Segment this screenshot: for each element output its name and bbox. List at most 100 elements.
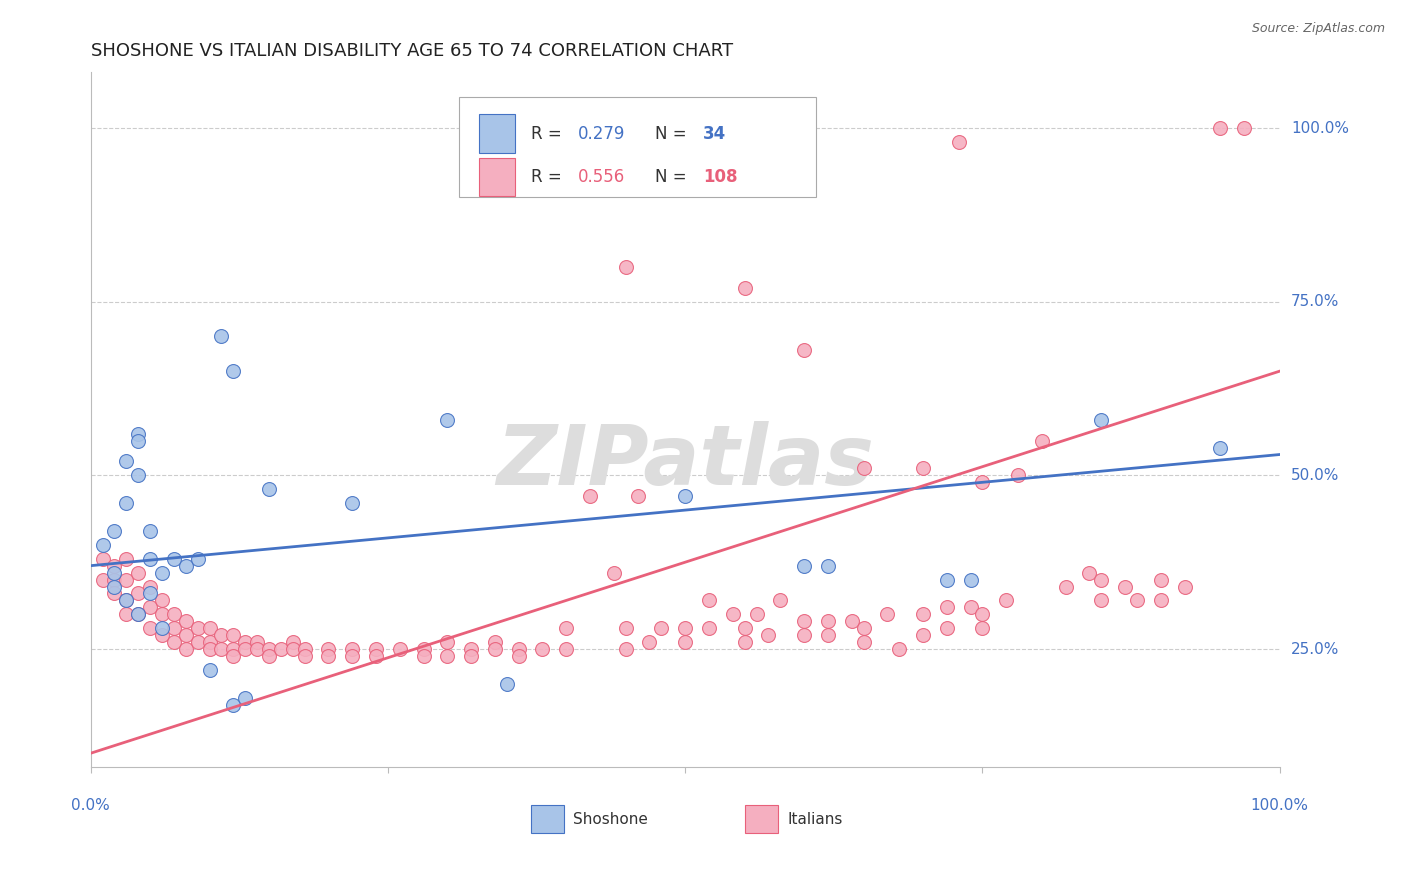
Point	[103, 580, 125, 594]
Point	[412, 642, 434, 657]
Point	[150, 628, 173, 642]
Point	[139, 600, 162, 615]
Text: R =: R =	[530, 168, 567, 186]
Point	[150, 607, 173, 622]
Point	[139, 551, 162, 566]
Point	[911, 607, 934, 622]
Text: N =: N =	[655, 125, 692, 143]
Point	[115, 607, 138, 622]
Point	[342, 648, 364, 663]
Point	[103, 566, 125, 580]
Point	[150, 593, 173, 607]
Text: SHOSHONE VS ITALIAN DISABILITY AGE 65 TO 74 CORRELATION CHART: SHOSHONE VS ITALIAN DISABILITY AGE 65 TO…	[90, 42, 733, 60]
Point	[257, 642, 280, 657]
Point	[673, 635, 696, 649]
Text: 50.0%: 50.0%	[1291, 468, 1339, 483]
Point	[222, 648, 245, 663]
Point	[174, 558, 197, 573]
Bar	[479, 158, 515, 195]
Point	[460, 648, 482, 663]
Point	[209, 329, 232, 343]
Bar	[479, 114, 515, 153]
Point	[342, 642, 364, 657]
Point	[198, 621, 221, 635]
Point	[1150, 593, 1173, 607]
Point	[257, 482, 280, 496]
Point	[246, 635, 269, 649]
Point	[209, 642, 232, 657]
Point	[603, 566, 626, 580]
Point	[174, 628, 197, 642]
Point	[127, 426, 149, 441]
Point	[222, 698, 245, 712]
Point	[222, 642, 245, 657]
Text: Source: ZipAtlas.com: Source: ZipAtlas.com	[1251, 22, 1385, 36]
FancyBboxPatch shape	[460, 96, 815, 197]
Point	[115, 573, 138, 587]
Point	[911, 461, 934, 475]
Point	[793, 614, 815, 628]
Point	[793, 558, 815, 573]
Point	[508, 648, 530, 663]
Point	[436, 635, 458, 649]
Point	[198, 635, 221, 649]
Point	[233, 635, 256, 649]
Point	[1209, 121, 1232, 136]
Point	[412, 648, 434, 663]
Point	[650, 621, 672, 635]
Text: 75.0%: 75.0%	[1291, 294, 1339, 310]
Text: N =: N =	[655, 168, 692, 186]
Point	[531, 642, 554, 657]
Point	[734, 281, 756, 295]
Point	[257, 648, 280, 663]
Point	[163, 621, 186, 635]
Point	[139, 580, 162, 594]
Point	[364, 648, 387, 663]
Text: 34: 34	[703, 125, 727, 143]
Point	[614, 260, 637, 274]
Point	[1209, 441, 1232, 455]
Point	[187, 635, 209, 649]
Point	[460, 642, 482, 657]
Point	[852, 635, 875, 649]
Point	[889, 642, 911, 657]
Point	[734, 635, 756, 649]
Point	[139, 524, 162, 538]
Point	[638, 635, 661, 649]
Point	[127, 607, 149, 622]
Point	[959, 600, 981, 615]
Point	[484, 635, 506, 649]
Point	[495, 677, 517, 691]
Point	[318, 648, 340, 663]
Point	[91, 573, 114, 587]
Point	[233, 690, 256, 705]
Point	[721, 607, 744, 622]
Point	[948, 135, 970, 149]
Point	[115, 593, 138, 607]
Text: 108: 108	[703, 168, 738, 186]
Point	[769, 593, 792, 607]
Point	[758, 628, 780, 642]
Point	[1150, 573, 1173, 587]
Point	[508, 642, 530, 657]
Point	[115, 593, 138, 607]
Point	[209, 628, 232, 642]
Point	[697, 593, 720, 607]
Point	[163, 635, 186, 649]
Point	[103, 573, 125, 587]
Text: ZIPatlas: ZIPatlas	[496, 421, 875, 502]
Point	[935, 621, 957, 635]
Point	[579, 489, 602, 503]
Point	[1090, 413, 1112, 427]
Bar	[530, 805, 564, 833]
Point	[115, 496, 138, 510]
Point	[817, 614, 839, 628]
Point	[876, 607, 898, 622]
Text: 0.0%: 0.0%	[72, 797, 110, 813]
Point	[614, 621, 637, 635]
Point	[1031, 434, 1053, 448]
Point	[911, 628, 934, 642]
Point	[852, 461, 875, 475]
Point	[103, 524, 125, 538]
Bar	[745, 805, 778, 833]
